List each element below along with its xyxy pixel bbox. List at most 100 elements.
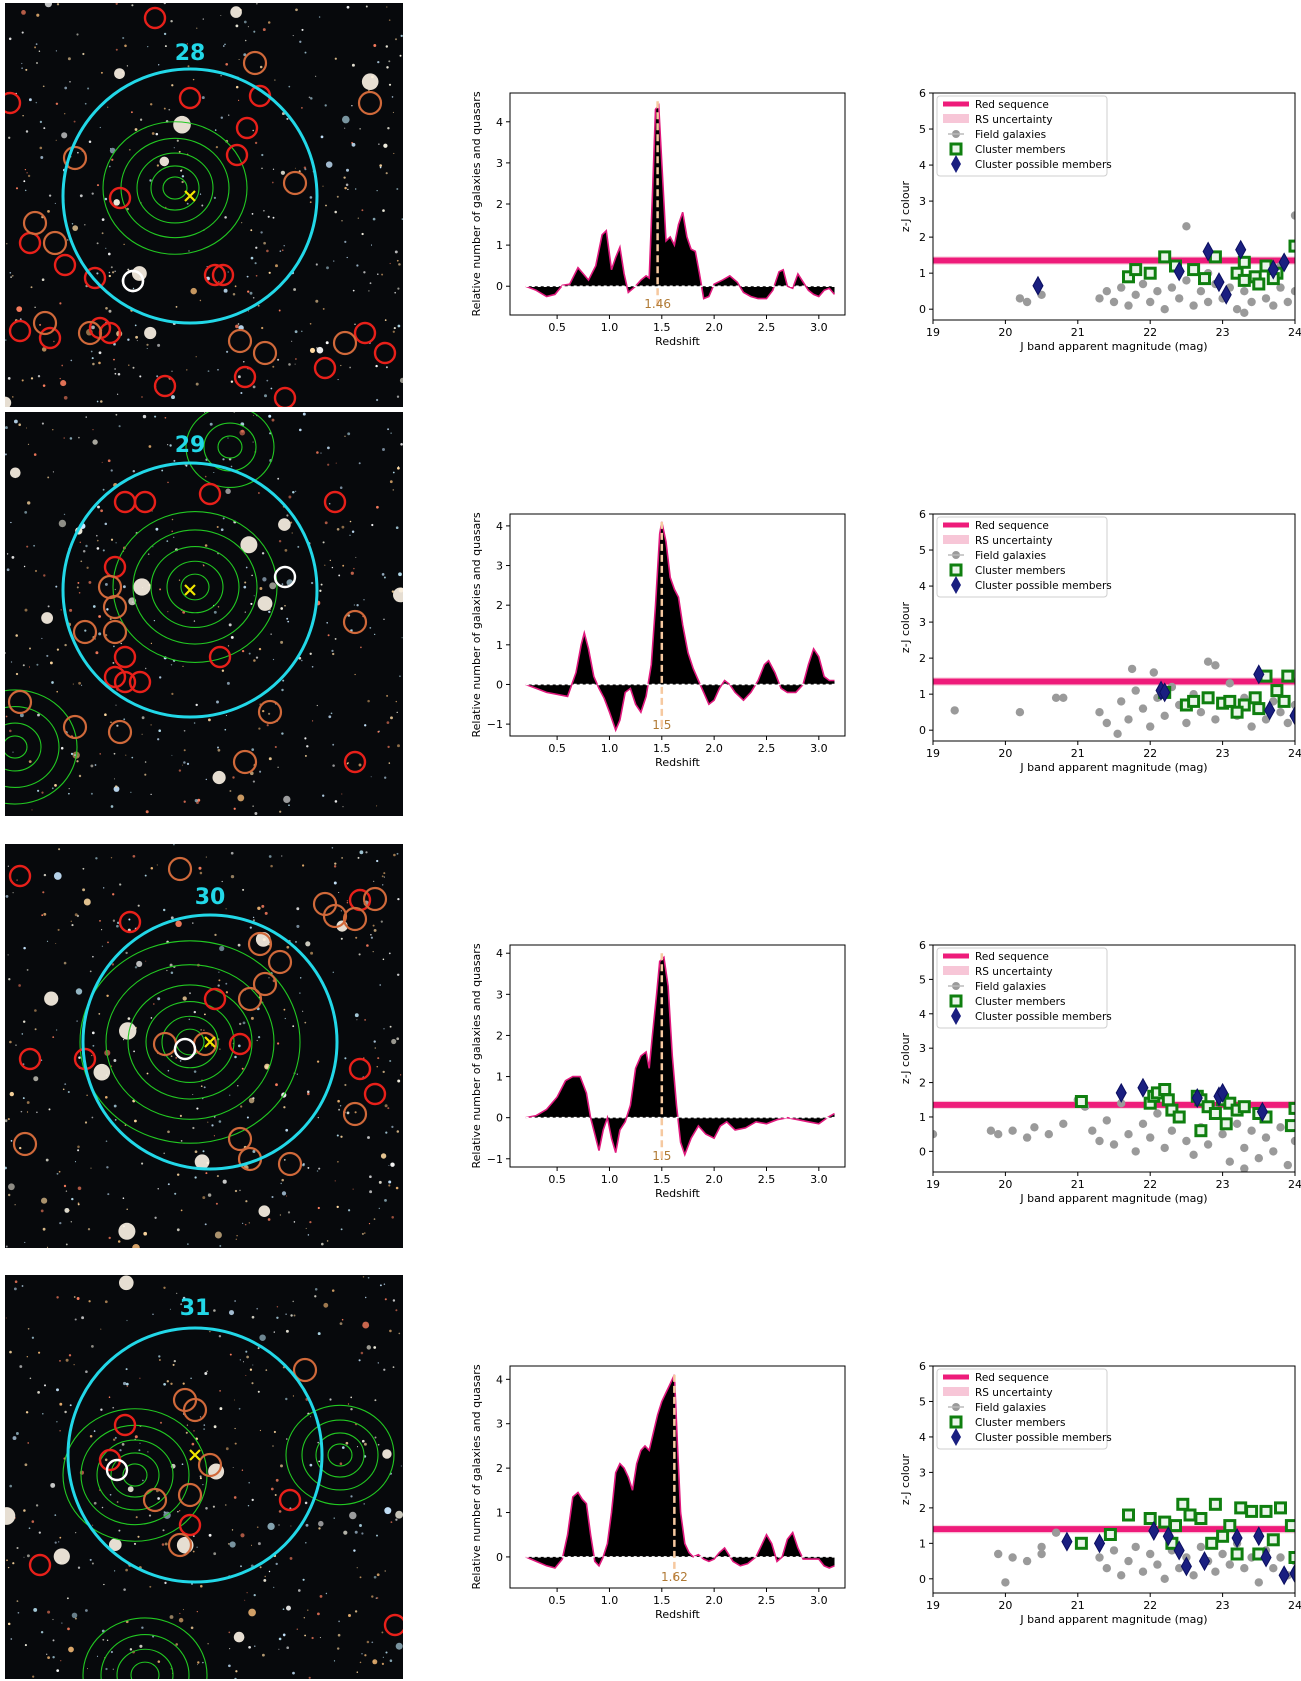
field-source: [158, 1355, 161, 1358]
density-contour: [217, 435, 243, 459]
field-source: [9, 1040, 12, 1044]
member-marker: [348, 1057, 372, 1081]
field-source: [286, 117, 289, 120]
field-source: [70, 1221, 72, 1223]
field-source: [64, 86, 68, 90]
possible-member-point: [1289, 1563, 1295, 1584]
legend-box: [936, 1368, 1108, 1450]
field-source: [395, 1510, 403, 1519]
x-axis-label: J band apparent magnitude (mag): [1019, 1613, 1207, 1626]
field-source: [203, 564, 205, 567]
field-source: [126, 207, 129, 211]
field-galaxy-point: [1269, 1147, 1278, 1156]
possible-member-point: [1191, 1088, 1203, 1109]
x-tick-label: 3.0: [810, 742, 828, 755]
field-source: [239, 1022, 242, 1026]
field-source: [78, 1056, 81, 1059]
field-source: [362, 1276, 365, 1278]
cluster-member-point: [1223, 1519, 1237, 1533]
field-source: [69, 81, 71, 83]
field-source: [375, 364, 378, 368]
field-source: [261, 326, 264, 330]
field-source: [109, 1493, 112, 1496]
field-source: [334, 862, 337, 865]
field-source: [257, 304, 260, 307]
field-source: [199, 1416, 202, 1418]
field-source: [366, 944, 369, 947]
field-source: [95, 857, 98, 860]
field-source: [248, 652, 251, 655]
field-source: [334, 1180, 336, 1182]
field-source: [317, 1612, 320, 1616]
cluster-member-point: [1143, 1512, 1157, 1525]
field-source: [71, 1612, 78, 1619]
field-source: [15, 1044, 17, 1046]
field-source: [249, 926, 252, 929]
field-source: [125, 1568, 128, 1572]
field-source: [390, 716, 393, 720]
field-source: [235, 85, 239, 89]
candidate-marker: [42, 230, 68, 256]
field-source: [21, 379, 24, 382]
field-galaxy-point: [1138, 1567, 1148, 1576]
cluster-member-point: [1237, 255, 1251, 269]
field-source: [252, 780, 255, 783]
field-galaxy-point: [1283, 297, 1292, 307]
field-source: [39, 146, 43, 150]
field-source: [343, 1530, 348, 1535]
field-source: [91, 325, 95, 330]
field-source: [325, 341, 329, 345]
field-source: [34, 1009, 37, 1012]
field-galaxy-point: [1059, 1119, 1068, 1128]
bright-source: [240, 536, 258, 554]
bright-source: [5, 396, 12, 407]
field-source: [66, 1597, 69, 1600]
field-source: [251, 213, 254, 215]
y-tick-label: 1: [919, 1111, 926, 1124]
field-source: [199, 193, 202, 195]
field-source: [193, 1070, 197, 1073]
field-source: [120, 642, 122, 645]
field-source: [385, 172, 388, 175]
field-source: [144, 874, 147, 877]
field-source: [5, 1317, 7, 1319]
field-source: [277, 358, 280, 361]
field-source: [204, 1223, 207, 1226]
legend-swatch-members: [949, 994, 963, 1008]
field-source: [128, 148, 131, 151]
y-tick-label: 1: [919, 688, 926, 701]
field-source: [383, 872, 386, 875]
field-source: [169, 1615, 174, 1619]
field-source: [166, 969, 168, 972]
field-source: [241, 649, 245, 653]
field-source: [256, 3, 258, 5]
field-galaxy-point: [1167, 1126, 1177, 1135]
density-contour: [150, 545, 240, 629]
field-source: [175, 1643, 179, 1646]
field-source: [326, 622, 328, 624]
field-source: [344, 1083, 347, 1087]
field-source: [77, 756, 79, 758]
field-source: [155, 527, 159, 531]
field-source: [58, 1541, 60, 1543]
x-tick-label: 3.0: [810, 1173, 828, 1186]
field-source: [163, 107, 166, 110]
field-source: [194, 1176, 197, 1179]
field-source: [306, 1092, 310, 1096]
field-source: [19, 1365, 23, 1368]
field-source: [241, 1469, 244, 1471]
member-marker: [8, 319, 32, 343]
field-source: [205, 778, 207, 781]
field-source: [378, 1180, 382, 1184]
field-source: [257, 906, 261, 911]
candidate-marker: [22, 210, 48, 236]
field-source: [99, 126, 101, 129]
field-source: [363, 1442, 367, 1446]
field-source: [234, 1677, 237, 1679]
field-source: [360, 646, 362, 649]
field-source: [74, 913, 78, 917]
field-source: [11, 274, 14, 277]
bcg-marker: [121, 269, 145, 293]
